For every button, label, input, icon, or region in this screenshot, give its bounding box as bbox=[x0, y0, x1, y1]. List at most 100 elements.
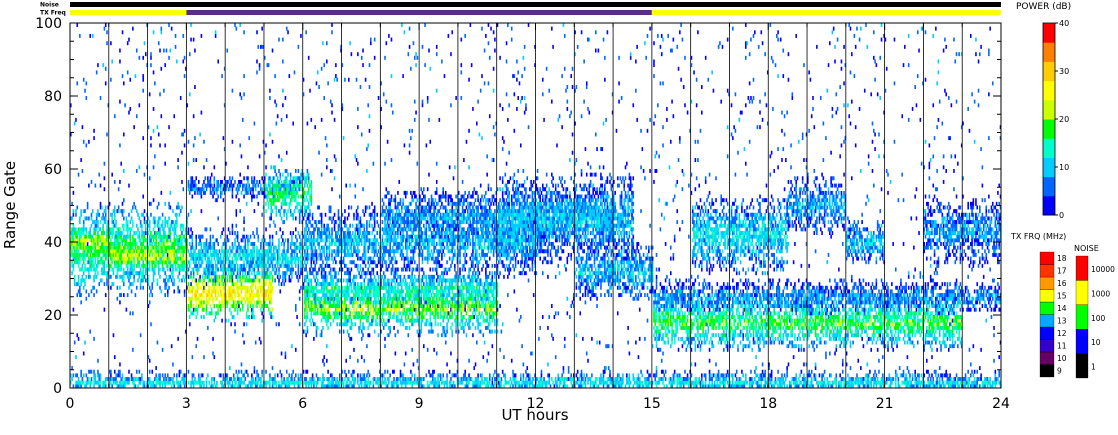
heatmap-cell bbox=[165, 249, 168, 254]
heatmap-cell bbox=[322, 285, 324, 290]
heatmap-cell bbox=[148, 249, 151, 254]
heatmap-cell bbox=[71, 234, 73, 239]
heatmap-cell bbox=[258, 293, 261, 298]
heatmap-cell bbox=[199, 377, 201, 381]
heatmap-cell bbox=[373, 220, 376, 225]
heatmap-cell bbox=[340, 227, 342, 232]
heatmap-cell bbox=[231, 194, 234, 199]
heatmap-cell bbox=[289, 209, 292, 214]
heatmap-cell bbox=[385, 99, 388, 104]
heatmap-cell bbox=[229, 380, 231, 385]
heatmap-cell bbox=[279, 176, 282, 181]
heatmap-cell bbox=[181, 249, 183, 254]
heatmap-cell bbox=[214, 33, 217, 38]
heatmap-cell bbox=[388, 231, 390, 235]
heatmap-cell bbox=[350, 282, 353, 287]
heatmap-cell bbox=[243, 194, 245, 199]
heatmap-cell bbox=[137, 245, 139, 250]
heatmap-cell bbox=[134, 384, 137, 388]
heatmap-cell bbox=[210, 307, 213, 312]
heatmap-cell bbox=[346, 216, 349, 221]
heatmap-cell bbox=[113, 205, 116, 210]
heatmap-cell bbox=[123, 282, 125, 287]
heatmap-cell bbox=[363, 249, 366, 254]
heatmap-cell bbox=[75, 212, 77, 217]
heatmap-cell bbox=[223, 252, 226, 257]
heatmap-cell bbox=[313, 231, 315, 235]
heatmap-cell bbox=[278, 380, 280, 385]
heatmap-cell bbox=[195, 289, 198, 294]
heatmap-cell bbox=[262, 190, 265, 195]
heatmap-cell bbox=[232, 384, 235, 388]
heatmap-cell bbox=[120, 245, 123, 250]
heatmap-cell bbox=[273, 201, 275, 206]
heatmap-cell bbox=[223, 285, 226, 290]
heatmap-cell bbox=[126, 227, 129, 232]
heatmap-cell bbox=[145, 238, 147, 243]
heatmap-cell bbox=[341, 377, 344, 381]
heatmap-cell bbox=[222, 260, 225, 265]
heatmap-cell bbox=[310, 380, 313, 385]
heatmap-cell bbox=[185, 66, 187, 71]
heatmap-cell bbox=[241, 304, 244, 308]
heatmap-cell bbox=[88, 369, 90, 374]
heatmap-cell bbox=[142, 380, 144, 385]
heatmap-cell bbox=[285, 380, 288, 385]
heatmap-cell bbox=[71, 238, 73, 243]
heatmap-cell bbox=[294, 216, 297, 221]
heatmap-cell bbox=[199, 278, 201, 283]
heatmap-cell bbox=[231, 260, 234, 265]
heatmap-cell bbox=[265, 242, 267, 246]
heatmap-cell bbox=[102, 252, 104, 257]
heatmap-cell bbox=[244, 369, 247, 374]
heatmap-cell bbox=[384, 194, 386, 199]
heatmap-cell bbox=[326, 249, 328, 254]
heatmap-cell bbox=[337, 249, 340, 254]
heatmap-cell bbox=[335, 282, 337, 287]
heatmap-cell bbox=[98, 282, 101, 287]
heatmap-cell bbox=[282, 201, 284, 206]
heatmap-cell bbox=[70, 373, 72, 378]
heatmap-cell bbox=[73, 121, 76, 126]
heatmap-cell bbox=[156, 252, 159, 257]
heatmap-cell bbox=[112, 377, 115, 381]
heatmap-cell bbox=[351, 373, 354, 378]
heatmap-cell bbox=[115, 380, 117, 385]
heatmap-cell bbox=[150, 212, 152, 217]
heatmap-cell bbox=[326, 315, 328, 319]
heatmap-cell bbox=[267, 242, 270, 246]
heatmap-cell bbox=[72, 252, 75, 257]
heatmap-cell bbox=[121, 384, 124, 388]
heatmap-cell bbox=[99, 220, 102, 225]
heatmap-cell bbox=[289, 183, 292, 188]
heatmap-cell bbox=[111, 260, 113, 265]
heatmap-cell bbox=[349, 252, 351, 257]
heatmap-cell bbox=[350, 267, 353, 272]
heatmap-cell bbox=[345, 223, 348, 228]
heatmap-cell bbox=[146, 278, 148, 283]
heatmap-cell bbox=[320, 263, 323, 268]
heatmap-cell bbox=[292, 190, 294, 195]
heatmap-cell bbox=[190, 252, 192, 257]
heatmap-cell bbox=[353, 369, 355, 374]
heatmap-cell bbox=[91, 263, 94, 268]
heatmap-cell bbox=[115, 242, 117, 246]
heatmap-cell bbox=[363, 377, 366, 381]
heatmap-cell bbox=[251, 307, 253, 312]
heatmap-cell bbox=[117, 234, 120, 239]
heatmap-cell bbox=[212, 336, 214, 341]
heatmap-cell bbox=[124, 234, 126, 239]
heatmap-cell bbox=[161, 242, 164, 246]
heatmap-cell bbox=[380, 300, 382, 305]
heatmap-cell bbox=[358, 234, 360, 239]
heatmap-cell bbox=[128, 377, 130, 381]
heatmap-cell bbox=[345, 289, 348, 294]
heatmap-cell bbox=[226, 304, 229, 308]
heatmap-cell bbox=[344, 245, 346, 250]
heatmap-cell bbox=[251, 198, 253, 203]
heatmap-cell bbox=[329, 234, 332, 239]
heatmap-cell bbox=[128, 260, 130, 265]
heatmap-cell bbox=[239, 143, 241, 148]
heatmap-cell bbox=[322, 373, 324, 378]
heatmap-cell bbox=[315, 325, 318, 330]
